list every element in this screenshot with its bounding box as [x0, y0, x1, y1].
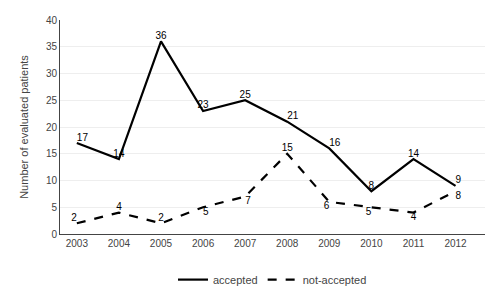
- svg-text:25: 25: [46, 95, 58, 106]
- svg-text:2004: 2004: [108, 238, 131, 249]
- svg-text:4: 4: [116, 201, 122, 212]
- svg-text:5: 5: [203, 206, 209, 217]
- svg-text:2008: 2008: [276, 238, 299, 249]
- svg-text:2010: 2010: [360, 238, 383, 249]
- svg-text:36: 36: [155, 30, 167, 41]
- svg-text:2007: 2007: [234, 238, 257, 249]
- svg-text:21: 21: [287, 110, 299, 121]
- svg-text:16: 16: [329, 137, 341, 148]
- svg-text:2005: 2005: [150, 238, 173, 249]
- svg-text:2012: 2012: [444, 238, 467, 249]
- svg-text:2006: 2006: [192, 238, 215, 249]
- svg-text:2011: 2011: [403, 238, 425, 249]
- svg-text:17: 17: [77, 132, 89, 143]
- svg-text:not-accepted: not-accepted: [303, 274, 367, 286]
- svg-text:25: 25: [240, 89, 252, 100]
- svg-text:23: 23: [198, 99, 210, 110]
- svg-text:5: 5: [366, 206, 372, 217]
- svg-text:6: 6: [324, 200, 330, 211]
- svg-text:Number of evaluated patients: Number of evaluated patients: [18, 55, 30, 199]
- svg-text:8: 8: [456, 190, 462, 201]
- svg-text:2: 2: [71, 212, 77, 223]
- svg-text:2: 2: [158, 212, 164, 223]
- svg-text:10: 10: [46, 175, 58, 186]
- svg-text:14: 14: [408, 148, 420, 159]
- svg-text:35: 35: [46, 41, 58, 52]
- svg-text:2003: 2003: [66, 238, 89, 249]
- svg-text:9: 9: [456, 174, 462, 185]
- svg-text:accepted: accepted: [213, 274, 258, 286]
- svg-text:0: 0: [51, 229, 57, 240]
- svg-text:2009: 2009: [318, 238, 341, 249]
- svg-text:20: 20: [46, 122, 58, 133]
- svg-text:4: 4: [411, 211, 417, 222]
- svg-text:7: 7: [245, 195, 251, 206]
- svg-text:30: 30: [46, 68, 58, 79]
- svg-text:15: 15: [282, 142, 294, 153]
- svg-text:15: 15: [46, 148, 58, 159]
- svg-text:5: 5: [51, 202, 57, 213]
- svg-text:40: 40: [46, 15, 58, 26]
- svg-text:8: 8: [369, 180, 375, 191]
- svg-text:14: 14: [113, 148, 125, 159]
